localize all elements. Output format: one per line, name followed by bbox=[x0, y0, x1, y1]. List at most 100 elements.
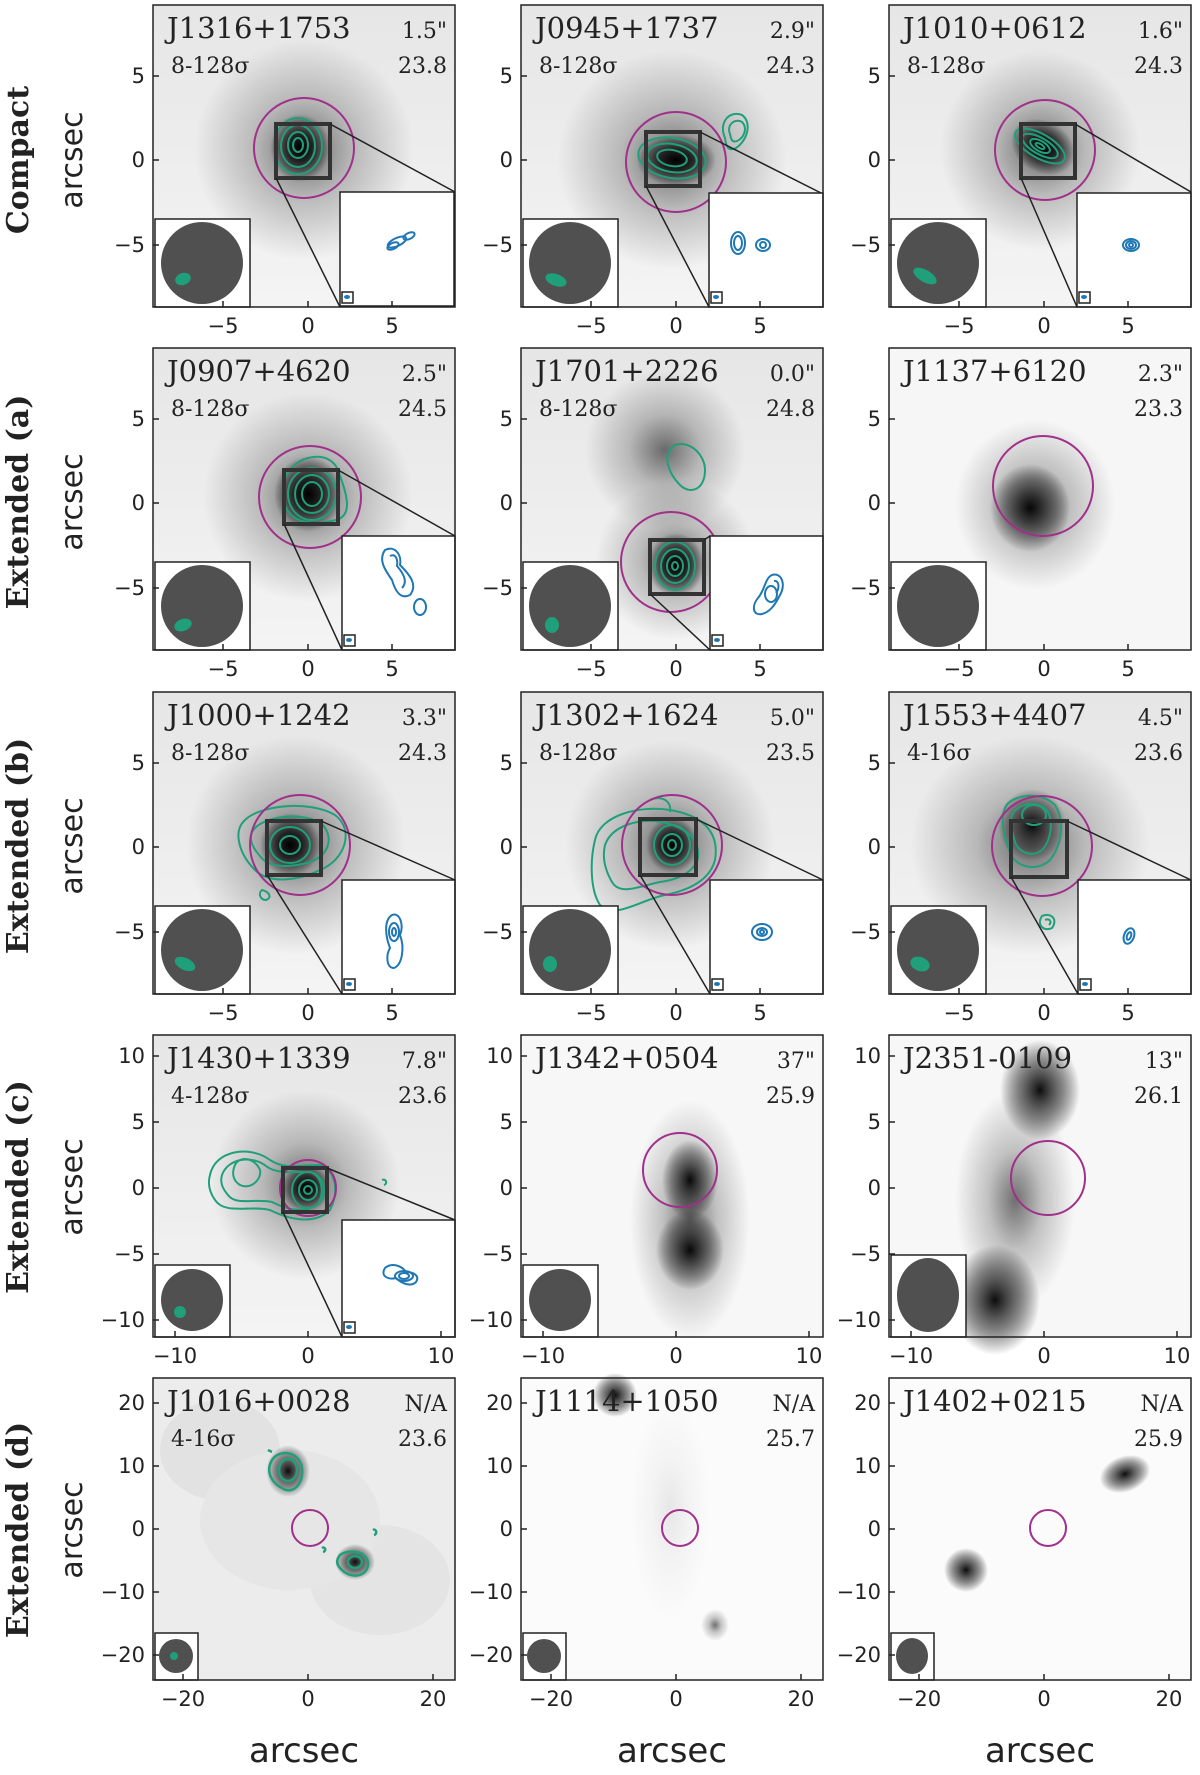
zoom-box bbox=[274, 122, 332, 180]
contour-label: 4-128σ bbox=[171, 1084, 249, 1109]
offset-label: 2.9" bbox=[770, 19, 815, 44]
contour-label: 8-128σ bbox=[171, 54, 249, 79]
y-tick-label: −20 bbox=[837, 1643, 881, 1667]
x-tick-label: 0 bbox=[301, 657, 314, 681]
panel-r5c1: J1016+0028 N/A 4-16σ 23.6 bbox=[152, 1377, 456, 1681]
panel-r2c3: J1137+6120 2.3" 23.3 bbox=[888, 347, 1192, 651]
x-tick-label: −10 bbox=[521, 1344, 565, 1368]
offset-label: 1.5" bbox=[402, 19, 447, 44]
x-tick-label: 0 bbox=[1037, 314, 1050, 338]
y-tick-label: 0 bbox=[132, 1176, 145, 1200]
y-tick-label: −10 bbox=[837, 1580, 881, 1604]
row-label-extended-c: Extended (c) bbox=[1, 1080, 36, 1294]
plot-frame bbox=[152, 4, 456, 308]
search-circle bbox=[253, 97, 355, 199]
contour-label: 4-16σ bbox=[907, 741, 971, 766]
offset-label: N/A bbox=[1140, 1392, 1184, 1417]
panel-r4c1: J1430+1339 7.8" 4-128σ 23.6 bbox=[152, 1034, 456, 1338]
source-name: J1430+1339 bbox=[164, 1041, 351, 1075]
panel-r5c2: J1114+1050 N/A 25.7 bbox=[520, 1373, 824, 1681]
y-tick-label: 5 bbox=[132, 751, 145, 775]
y-axis-label-row4: arcsec bbox=[55, 1138, 90, 1235]
y-tick-label: 0 bbox=[132, 1517, 145, 1541]
source-name: J1000+1242 bbox=[164, 698, 351, 732]
y-tick-label: 10 bbox=[486, 1454, 513, 1478]
x-tick-label: −20 bbox=[529, 1687, 573, 1711]
offset-label: 3.3" bbox=[402, 706, 447, 731]
source-name: J0945+1737 bbox=[532, 11, 719, 45]
magnitude-label: 24.8 bbox=[766, 397, 815, 422]
offset-label: 5.0" bbox=[770, 706, 815, 731]
y-axis-label-row1: arcsec bbox=[55, 111, 90, 208]
y-tick-label: −5 bbox=[114, 920, 145, 944]
y-tick-label: 5 bbox=[868, 64, 881, 88]
y-tick-label: −10 bbox=[837, 1308, 881, 1332]
x-tick-label: 5 bbox=[385, 657, 398, 681]
magnitude-label: 23.6 bbox=[398, 1427, 447, 1452]
x-tick-label: 0 bbox=[1037, 1001, 1050, 1025]
y-tick-label: 0 bbox=[500, 1176, 513, 1200]
y-tick-label: 0 bbox=[132, 491, 145, 515]
x-tick-label: 0 bbox=[669, 1687, 682, 1711]
offset-label: 4.5" bbox=[1138, 706, 1183, 731]
tick-labels: −5 0 5 −5 0 5 −5 0 5 5 0 −5 5 0 −5 5 0 −… bbox=[101, 64, 1191, 1711]
x-axis-label-col1: arcsec bbox=[249, 1731, 359, 1771]
y-tick-label: 0 bbox=[868, 491, 881, 515]
ticks bbox=[153, 75, 1178, 1680]
y-tick-label: 10 bbox=[854, 1454, 881, 1478]
y-tick-label: 5 bbox=[868, 407, 881, 431]
y-axis-label-row5: arcsec bbox=[55, 1481, 90, 1578]
x-tick-label: 0 bbox=[669, 1344, 682, 1368]
y-tick-label: 0 bbox=[868, 1176, 881, 1200]
x-tick-label: −10 bbox=[889, 1344, 933, 1368]
x-tick-label: 0 bbox=[301, 1344, 314, 1368]
magnitude-label: 24.3 bbox=[766, 54, 815, 79]
y-tick-label: 0 bbox=[132, 148, 145, 172]
y-tick-label: −5 bbox=[114, 1242, 145, 1266]
x-tick-label: −5 bbox=[208, 314, 239, 338]
panel-r1c1: J1316+1753 1.5" 8-128σ 23.8 bbox=[152, 4, 456, 308]
offset-label: N/A bbox=[772, 1392, 816, 1417]
y-tick-label: 20 bbox=[854, 1391, 881, 1415]
magnitude-label: 24.5 bbox=[398, 397, 447, 422]
row-labels: Compact Extended (a) Extended (b) Extend… bbox=[1, 86, 90, 1638]
y-axis-label-row2: arcsec bbox=[55, 453, 90, 550]
y-tick-label: −5 bbox=[850, 1242, 881, 1266]
magnitude-label: 25.7 bbox=[766, 1427, 815, 1452]
row-label-compact: Compact bbox=[1, 86, 36, 234]
x-tick-label: 0 bbox=[1037, 1344, 1050, 1368]
x-tick-label: 20 bbox=[788, 1687, 815, 1711]
magnitude-label: 23.6 bbox=[398, 1084, 447, 1109]
x-tick-label: 5 bbox=[385, 1001, 398, 1025]
panel-r4c2: J1342+0504 37" 25.9 bbox=[520, 1034, 824, 1340]
y-tick-label: 5 bbox=[868, 751, 881, 775]
offset-label: 2.3" bbox=[1138, 362, 1183, 387]
source-name: J1302+1624 bbox=[532, 698, 719, 732]
y-tick-label: −5 bbox=[482, 1242, 513, 1266]
offset-label: 7.8" bbox=[402, 1049, 447, 1074]
panel-r3c1: J1000+1242 3.3" 8-128σ 24.3 bbox=[152, 691, 456, 995]
x-tick-label: −5 bbox=[576, 657, 607, 681]
magnitude-label: 25.9 bbox=[766, 1084, 815, 1109]
offset-label: 13" bbox=[1145, 1049, 1183, 1074]
y-tick-label: 5 bbox=[132, 1110, 145, 1134]
offset-label: 37" bbox=[777, 1049, 815, 1074]
y-tick-label: 5 bbox=[132, 64, 145, 88]
x-tick-label: 5 bbox=[385, 314, 398, 338]
x-tick-label: 0 bbox=[301, 314, 314, 338]
x-tick-label: 5 bbox=[1121, 657, 1134, 681]
row-label-extended-b: Extended (b) bbox=[1, 738, 36, 954]
y-tick-label: −5 bbox=[850, 576, 881, 600]
y-tick-label: 20 bbox=[118, 1391, 145, 1415]
offset-label: 2.5" bbox=[402, 362, 447, 387]
x-tick-label: −20 bbox=[161, 1687, 205, 1711]
y-tick-label: 0 bbox=[868, 835, 881, 859]
magnitude-label: 23.6 bbox=[1134, 741, 1183, 766]
y-tick-label: 0 bbox=[500, 1517, 513, 1541]
x-tick-label: 0 bbox=[1037, 1687, 1050, 1711]
y-tick-label: −10 bbox=[101, 1580, 145, 1604]
y-tick-label: −10 bbox=[469, 1580, 513, 1604]
x-tick-label: −5 bbox=[576, 1001, 607, 1025]
source-name: J1701+2226 bbox=[532, 354, 719, 388]
x-tick-label: 5 bbox=[1121, 1001, 1134, 1025]
